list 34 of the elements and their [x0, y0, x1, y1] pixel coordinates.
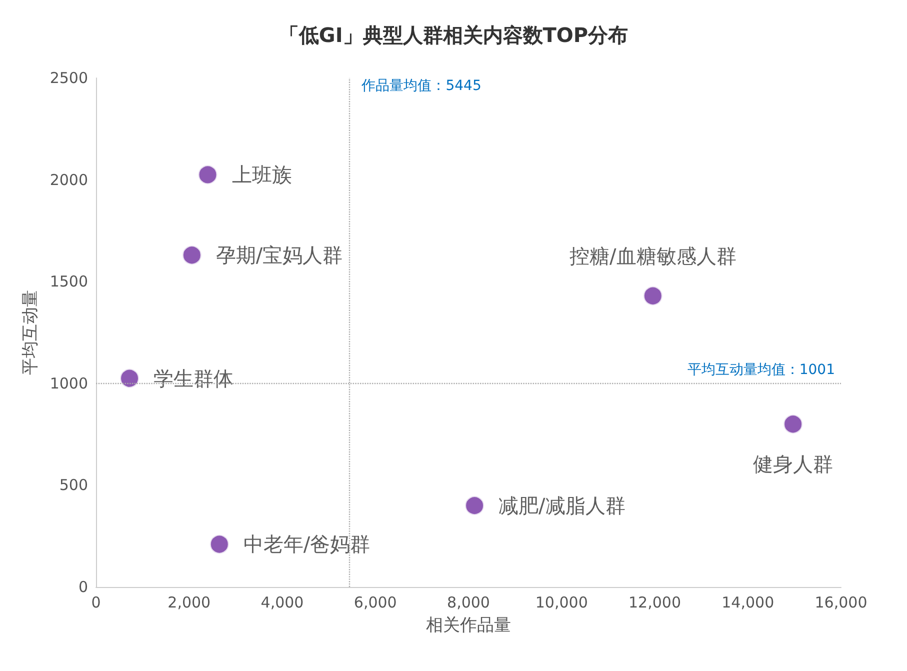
x-tick-label: 12,000 — [628, 594, 681, 612]
y-tick-label: 500 — [59, 476, 88, 494]
point — [642, 285, 664, 306]
annotation: 孕期/宝妈人群 — [216, 243, 343, 268]
annotation: 学生群体 — [154, 366, 234, 390]
x-tick-label: 8,000 — [447, 594, 490, 612]
annotation: 健身人群 — [753, 452, 834, 476]
x-tick-label: 6,000 — [354, 594, 397, 612]
x-tick-label: 10,000 — [535, 594, 588, 612]
x-tick-label: 0 — [91, 594, 101, 612]
y-tick-label: 1500 — [50, 272, 88, 291]
point — [464, 495, 486, 516]
chart-title: 「低GI」典型人群相关内容数TOP分布 — [278, 23, 628, 47]
y-tick-label: 0 — [78, 578, 88, 596]
point — [119, 368, 140, 389]
y-tick-label: 2000 — [50, 170, 88, 189]
annotation: 上班族 — [232, 162, 292, 187]
point — [782, 414, 804, 435]
point — [181, 244, 202, 266]
y-tick-label: 1000 — [50, 374, 88, 392]
x-axis-title: 相关作品量 — [426, 616, 511, 636]
x-tick-label: 16,000 — [814, 594, 868, 612]
annotation: 中老年/爸妈群 — [243, 532, 370, 556]
point — [197, 164, 218, 186]
x-tick-label: 4,000 — [260, 594, 304, 612]
x-tick-label: 2,000 — [168, 594, 211, 612]
y-tick-label: 2500 — [50, 69, 88, 87]
y-axis-title: 平均互动量 — [20, 290, 40, 375]
annotation: 减肥/减脂人群 — [498, 494, 626, 518]
ref-line-label: 平均互动量均值：1001 — [687, 362, 835, 378]
annotation: 控糖/血糖敏感人群 — [570, 244, 736, 268]
x-tick-label: 14,000 — [722, 594, 774, 612]
ref-line-label: 作品量均值：5445 — [360, 78, 482, 94]
point — [208, 534, 230, 555]
